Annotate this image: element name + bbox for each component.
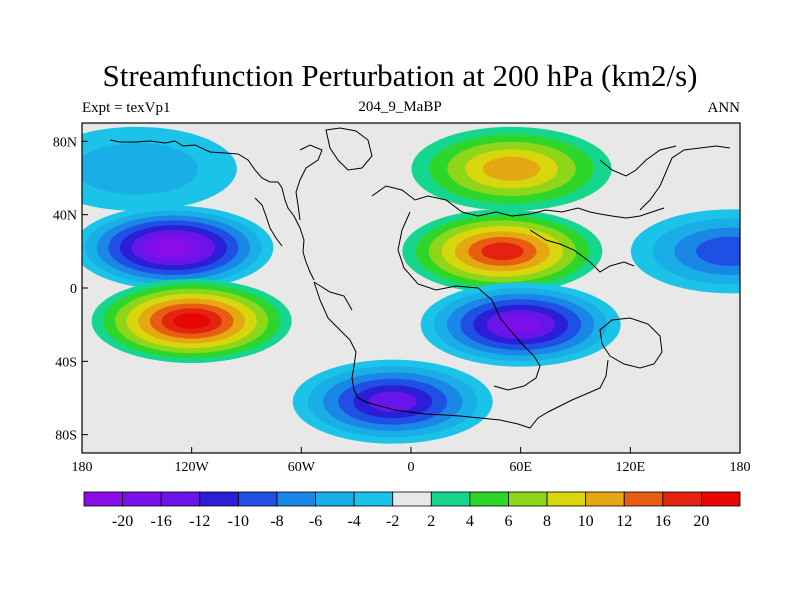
y-tick-label: 40N bbox=[53, 209, 77, 224]
colorbar-swatch bbox=[508, 491, 548, 507]
colorbar-label: -2 bbox=[386, 513, 399, 530]
experiment-label: Expt = texVp1 bbox=[82, 100, 171, 116]
y-tick-label: 0 bbox=[70, 282, 77, 297]
colorbar-swatch bbox=[199, 491, 239, 507]
colorbar-swatch bbox=[237, 491, 278, 507]
contour-fill bbox=[696, 236, 740, 266]
colorbar-swatch bbox=[315, 491, 355, 507]
colorbar-swatch bbox=[662, 491, 702, 507]
colorbar-swatch bbox=[83, 491, 123, 507]
colorbar-swatch bbox=[160, 491, 201, 507]
colorbar-label: 12 bbox=[616, 513, 632, 530]
colorbar-swatch bbox=[546, 491, 587, 507]
colorbar-swatch bbox=[469, 491, 509, 507]
coastlines bbox=[109, 127, 731, 429]
colorbar-swatch bbox=[353, 491, 394, 507]
colorbar-swatch bbox=[430, 491, 471, 507]
colorbar-label: 10 bbox=[578, 513, 594, 530]
colorbar-swatch bbox=[122, 491, 162, 507]
colorbar-label: -12 bbox=[189, 513, 210, 530]
contour-fill bbox=[482, 156, 541, 181]
colorbar-label: 20 bbox=[693, 513, 709, 530]
colorbar-label: 6 bbox=[504, 513, 512, 530]
colorbar-label: 16 bbox=[655, 513, 671, 530]
contour-fill bbox=[154, 239, 192, 256]
colorbar-label: -10 bbox=[228, 513, 249, 530]
contour-fill bbox=[368, 391, 417, 412]
y-tick-label: 80N bbox=[53, 135, 77, 150]
x-tick-label: 60E bbox=[509, 460, 532, 475]
x-tick-label: 120W bbox=[175, 460, 210, 475]
chart-title: Streamfunction Perturbation at 200 hPa (… bbox=[102, 58, 698, 93]
colorbar-swatch bbox=[392, 491, 432, 507]
colorbar-label: -16 bbox=[151, 513, 172, 530]
x-tick-label: 60W bbox=[288, 460, 316, 475]
colorbar-swatch bbox=[276, 491, 316, 507]
case-label: 204_9_MaBP bbox=[358, 99, 442, 115]
colorbar: -20 -16 -12 -10 -8 -6 -4 -2 2 4 6 8 10 12 16 20 bbox=[83, 491, 741, 530]
colorbar-label: -6 bbox=[309, 513, 322, 530]
y-axis: 80N 40N 0 40S 80S bbox=[53, 135, 88, 444]
colorbar-label: -8 bbox=[270, 513, 283, 530]
y-tick-label: 40S bbox=[55, 355, 77, 370]
colorbar-label: 2 bbox=[427, 513, 435, 530]
x-tick-label: 0 bbox=[408, 460, 415, 475]
colorbar-label: -20 bbox=[112, 513, 133, 530]
x-tick-label: 120E bbox=[616, 460, 646, 475]
x-tick-label: 180 bbox=[730, 460, 751, 475]
colorbar-swatch bbox=[585, 491, 625, 507]
colorbar-swatch bbox=[623, 491, 664, 507]
contour-fill bbox=[82, 143, 199, 195]
colorbar-label: 4 bbox=[466, 513, 474, 530]
contour-fill bbox=[173, 313, 211, 329]
contour-fill bbox=[481, 242, 524, 261]
contour-fill bbox=[499, 315, 542, 334]
contour-fills bbox=[82, 126, 740, 444]
x-axis: 180 120W 60W 0 60E 120E 180 bbox=[72, 447, 751, 475]
colorbar-label: -4 bbox=[347, 513, 360, 530]
colorbar-swatch bbox=[701, 491, 741, 507]
y-tick-label: 80S bbox=[55, 429, 77, 444]
x-tick-label: 180 bbox=[72, 460, 93, 475]
season-label: ANN bbox=[707, 100, 741, 116]
colorbar-label: 8 bbox=[543, 513, 551, 530]
